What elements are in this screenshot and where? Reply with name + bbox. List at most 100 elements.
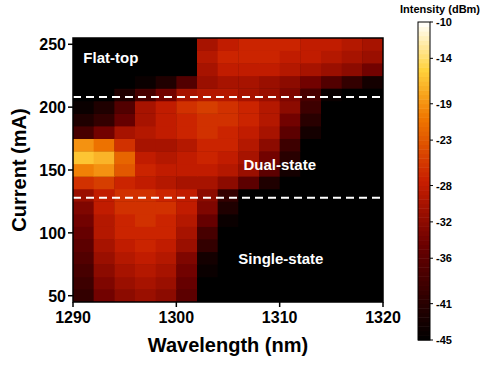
heat-cell — [238, 277, 259, 290]
heat-cell — [342, 164, 363, 177]
heat-cell — [321, 201, 342, 214]
heat-cell — [238, 101, 259, 114]
heat-cell — [156, 63, 177, 76]
heat-cell — [73, 264, 94, 277]
heat-cell — [197, 252, 218, 265]
heat-cell — [156, 76, 177, 89]
heat-cell — [362, 113, 383, 126]
x-tick-label: 1300 — [159, 309, 195, 326]
heat-cell — [300, 289, 321, 302]
heat-cell — [342, 126, 363, 139]
boundary-line — [73, 96, 383, 98]
heat-cell — [156, 289, 177, 302]
colorbar-strip — [418, 299, 430, 304]
heat-cell — [94, 151, 115, 164]
heat-cell — [156, 201, 177, 214]
heat-cell — [114, 289, 135, 302]
heat-cell — [342, 38, 363, 51]
colorbar-tick — [430, 58, 433, 59]
heat-cell — [321, 189, 342, 202]
colorbar-strip — [418, 63, 430, 68]
heat-cell — [197, 88, 218, 101]
heat-cell — [114, 189, 135, 202]
heat-cell — [280, 189, 301, 202]
heat-cell — [238, 126, 259, 139]
colorbar-strip — [418, 176, 430, 181]
heat-cell — [176, 51, 197, 64]
heat-cell — [259, 38, 280, 51]
heat-cell — [218, 63, 239, 76]
heat-cell — [94, 227, 115, 240]
heat-cell — [73, 239, 94, 252]
heat-cell — [176, 164, 197, 177]
x-tick — [279, 302, 281, 307]
colorbar-tick-label: -23 — [436, 134, 452, 146]
heat-cell — [321, 151, 342, 164]
colorbar-strip — [418, 304, 430, 309]
colorbar-strip — [418, 145, 430, 150]
colorbar-strip — [418, 95, 430, 100]
colorbar-tick — [430, 140, 433, 141]
colorbar-strip — [418, 263, 430, 268]
heat-cell — [362, 239, 383, 252]
colorbar-tick-label: -32 — [436, 216, 452, 228]
heat-cell — [280, 76, 301, 89]
heat-cell — [362, 51, 383, 64]
heat-cell — [156, 189, 177, 202]
heat-cell — [176, 76, 197, 89]
heat-cell — [342, 239, 363, 252]
colorbar-tick — [430, 303, 433, 304]
heat-cell — [197, 264, 218, 277]
heat-cell — [342, 277, 363, 290]
colorbar-strip — [418, 90, 430, 95]
heat-cell — [218, 126, 239, 139]
heat-cell — [280, 176, 301, 189]
heat-cell — [300, 88, 321, 101]
heat-cell — [321, 139, 342, 152]
heat-cell — [238, 189, 259, 202]
heat-cell — [197, 164, 218, 177]
colorbar-tick — [430, 340, 433, 341]
heat-cell — [238, 51, 259, 64]
colorbar-strip — [418, 322, 430, 327]
heat-cell — [94, 176, 115, 189]
heat-cell — [176, 277, 197, 290]
heat-cell — [156, 38, 177, 51]
colorbar-strip — [418, 199, 430, 204]
colorbar-strip — [418, 204, 430, 209]
heat-cell — [135, 239, 156, 252]
colorbar-strip — [418, 308, 430, 313]
heat-cell — [94, 252, 115, 265]
heat-cell — [73, 164, 94, 177]
colorbar-title: Intensity (dBm) — [400, 3, 480, 15]
heat-cell — [300, 176, 321, 189]
heat-cell — [218, 51, 239, 64]
heat-cell — [176, 239, 197, 252]
heat-cell — [280, 277, 301, 290]
heat-cell — [362, 63, 383, 76]
heat-cell — [362, 252, 383, 265]
heat-cell — [156, 252, 177, 265]
x-tick-label: 1320 — [365, 309, 401, 326]
heat-cell — [362, 151, 383, 164]
heat-cell — [176, 201, 197, 214]
x-tick-label: 1290 — [55, 309, 91, 326]
heat-cell — [321, 277, 342, 290]
heat-cell — [259, 227, 280, 240]
heat-cell — [342, 201, 363, 214]
heat-cell — [342, 88, 363, 101]
heat-cell — [259, 126, 280, 139]
heat-cell — [238, 88, 259, 101]
heat-cell — [176, 88, 197, 101]
colorbar-strip — [418, 326, 430, 331]
colorbar-tick-label: -41 — [436, 298, 452, 310]
heat-cell — [176, 289, 197, 302]
heat-cell — [259, 201, 280, 214]
colorbar-strip — [418, 113, 430, 118]
heat-cell — [114, 113, 135, 126]
heat-cell — [321, 113, 342, 126]
heat-cell — [197, 101, 218, 114]
heat-cell — [156, 164, 177, 177]
colorbar-strip — [418, 240, 430, 245]
heat-cell — [176, 264, 197, 277]
